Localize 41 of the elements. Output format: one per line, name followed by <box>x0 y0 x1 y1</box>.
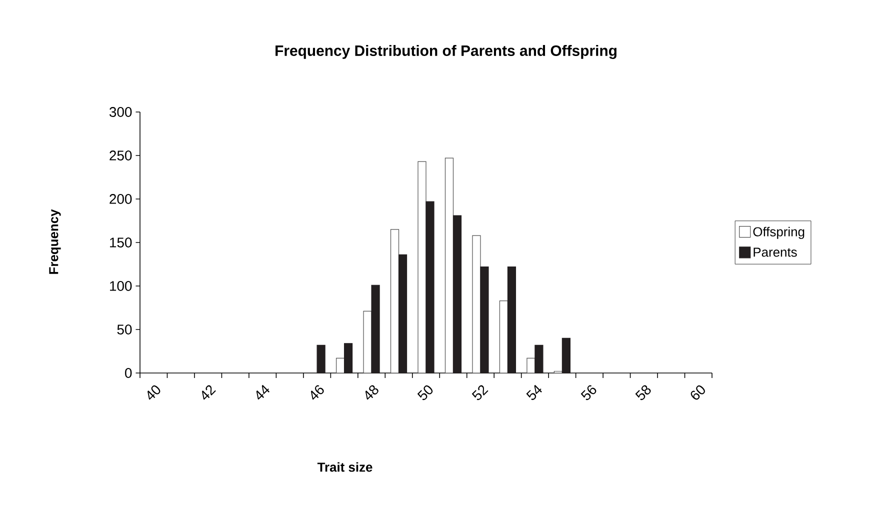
x-tick-label: 50 <box>417 385 433 400</box>
bar <box>418 161 426 374</box>
legend-label: Offspring <box>753 226 804 239</box>
bar <box>390 229 400 374</box>
y-tick-label: 200 <box>110 194 132 204</box>
x-tick-label: 58 <box>635 385 651 400</box>
x-tick-label: 52 <box>472 385 488 400</box>
bar <box>371 284 380 374</box>
bar <box>480 266 489 374</box>
y-tick-label: 0 <box>125 368 132 378</box>
bar <box>452 215 462 374</box>
bar <box>507 266 516 374</box>
bar <box>398 254 408 374</box>
y-tick-label: 150 <box>110 238 132 248</box>
chart-title: Frequency Distribution of Parents and Offspring <box>276 44 616 59</box>
x-tick-label: 42 <box>202 385 216 400</box>
bar <box>336 358 345 374</box>
bar <box>472 235 481 374</box>
legend-label: Parents <box>754 248 797 257</box>
bar <box>363 310 372 374</box>
x-tick-label: 44 <box>256 384 270 400</box>
bar <box>534 344 544 374</box>
bar <box>344 343 353 374</box>
x-tick-label: 60 <box>690 385 705 400</box>
bar <box>562 338 570 374</box>
x-axis-title: Trait size <box>317 462 372 472</box>
bar <box>499 300 508 374</box>
bar <box>316 344 326 374</box>
bar <box>526 358 536 374</box>
x-tick-label: 54 <box>526 384 542 400</box>
x-tick-label: 46 <box>310 385 324 400</box>
y-tick-label: 300 <box>109 107 132 117</box>
x-tick-label: 56 <box>580 385 596 400</box>
x-tick-label: 48 <box>365 385 378 400</box>
bar <box>444 158 454 374</box>
y-axis-title: Frequency <box>49 209 61 274</box>
y-tick-label: 250 <box>110 150 132 160</box>
y-tick-label: 100 <box>110 281 132 291</box>
x-tick-label: 40 <box>148 385 160 400</box>
y-tick-label: 50 <box>117 324 132 334</box>
bar <box>426 201 434 374</box>
